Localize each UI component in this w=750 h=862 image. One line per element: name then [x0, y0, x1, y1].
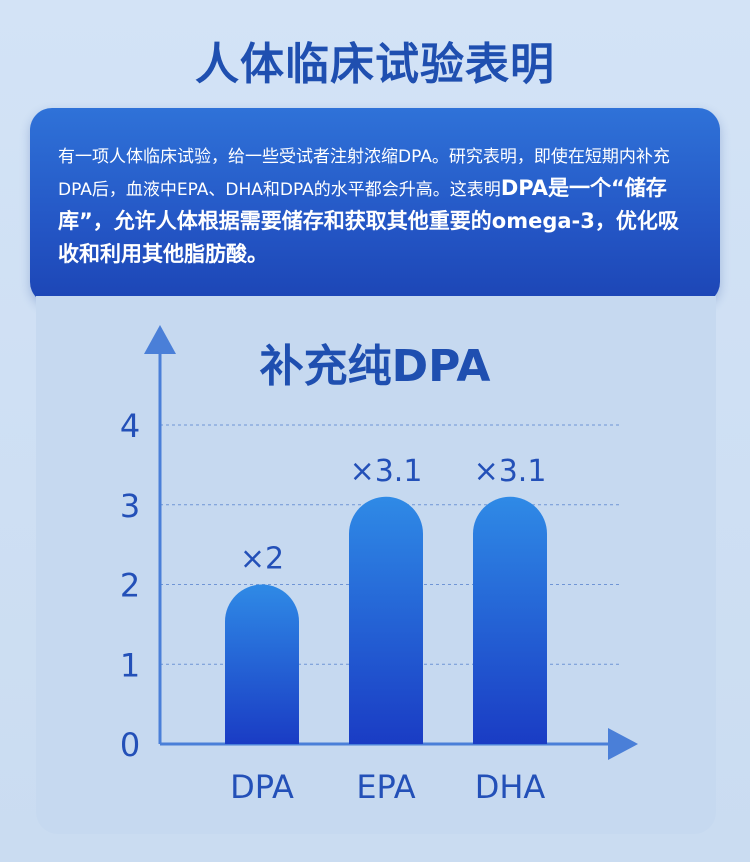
x-tick-label: DHA: [475, 768, 546, 806]
bar-dha: [473, 496, 547, 744]
x-axis-arrow: [608, 728, 638, 760]
bar-epa: [349, 496, 423, 744]
data-label: ×3.1: [350, 454, 423, 489]
y-axis-arrow: [144, 325, 176, 354]
y-tick-label: 4: [120, 407, 140, 445]
y-tick-label: 0: [120, 726, 140, 764]
intro-paragraph: 有一项人体临床试验，给一些受试者注射浓缩DPA。研究表明，即使在短期内补充DPA…: [58, 142, 692, 272]
intro-box: 有一项人体临床试验，给一些受试者注射浓缩DPA。研究表明，即使在短期内补充DPA…: [30, 108, 720, 304]
data-label: ×3.1: [474, 454, 547, 489]
x-tick-label: DPA: [230, 768, 294, 806]
bar-dpa: [225, 584, 299, 744]
chart-title: 补充纯DPA: [259, 341, 491, 392]
y-tick-label: 3: [120, 487, 140, 525]
page-title: 人体临床试验表明: [195, 39, 555, 90]
y-tick-label: 2: [120, 567, 140, 605]
intro-normal-text: 有一项人体临床试验，给一些受试者注射浓缩DPA。研究表明，即使在短期内补充DPA…: [58, 147, 670, 200]
y-tick-label: 1: [120, 646, 140, 684]
x-tick-label: EPA: [356, 768, 415, 806]
intro-strong-text: DPA是一个“储存库”，允许人体根据需要储存和获取其他重要的omega-3，优化…: [58, 176, 679, 266]
data-label: ×2: [240, 542, 284, 577]
